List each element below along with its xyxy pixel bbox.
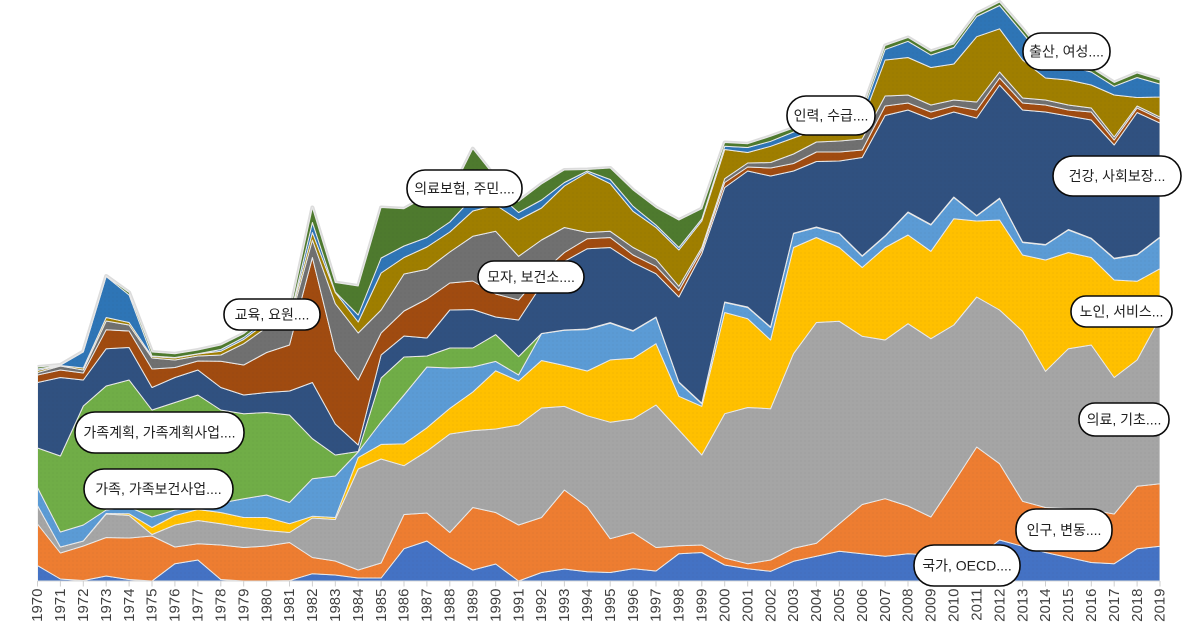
svg-text:2016: 2016 [1083, 589, 1100, 622]
svg-text:2011: 2011 [968, 589, 985, 621]
svg-text:1985: 1985 [373, 589, 390, 622]
svg-text:1994: 1994 [579, 589, 596, 622]
svg-text:2005: 2005 [831, 589, 848, 622]
svg-text:1970: 1970 [29, 589, 46, 622]
svg-text:1972: 1972 [75, 589, 92, 622]
svg-text:2017: 2017 [1106, 589, 1123, 622]
svg-text:1983: 1983 [327, 589, 344, 622]
svg-text:2000: 2000 [716, 589, 733, 622]
svg-text:건강, 사회보장...: 건강, 사회보장... [1069, 168, 1166, 184]
svg-text:1971: 1971 [52, 589, 69, 622]
svg-text:가족계획, 가족계획사업....: 가족계획, 가족계획사업.... [83, 425, 235, 441]
svg-text:1992: 1992 [533, 589, 550, 622]
svg-text:국가, OECD....: 국가, OECD.... [922, 558, 1012, 574]
svg-text:의료보험, 주민....: 의료보험, 주민.... [414, 181, 515, 197]
svg-text:1981: 1981 [281, 589, 298, 622]
svg-text:1982: 1982 [304, 589, 321, 622]
svg-text:2019: 2019 [1152, 589, 1169, 622]
svg-text:2001: 2001 [739, 589, 756, 622]
svg-text:1986: 1986 [396, 589, 413, 622]
svg-text:1996: 1996 [625, 589, 642, 622]
svg-text:2008: 2008 [900, 589, 917, 622]
svg-text:인력, 수급....: 인력, 수급.... [794, 108, 869, 124]
svg-text:1997: 1997 [648, 589, 665, 622]
svg-text:1984: 1984 [350, 589, 367, 622]
svg-text:2007: 2007 [877, 589, 894, 622]
svg-text:2006: 2006 [854, 589, 871, 622]
svg-text:1999: 1999 [694, 589, 711, 622]
svg-text:2010: 2010 [946, 589, 963, 622]
svg-text:1998: 1998 [671, 589, 688, 622]
svg-text:1978: 1978 [213, 589, 230, 622]
svg-text:1990: 1990 [487, 589, 504, 622]
svg-text:모자, 보건소....: 모자, 보건소.... [487, 269, 575, 285]
svg-text:2018: 2018 [1129, 589, 1146, 622]
svg-text:2015: 2015 [1060, 589, 1077, 622]
svg-text:1993: 1993 [556, 589, 573, 622]
svg-text:1988: 1988 [442, 589, 459, 622]
svg-text:2004: 2004 [808, 589, 825, 622]
svg-text:1979: 1979 [235, 589, 252, 622]
svg-text:1973: 1973 [98, 589, 115, 622]
svg-text:2003: 2003 [785, 589, 802, 622]
svg-text:의료, 기초....: 의료, 기초.... [1087, 412, 1162, 428]
svg-text:1974: 1974 [121, 589, 138, 622]
svg-text:2013: 2013 [1014, 589, 1031, 622]
svg-text:1980: 1980 [258, 589, 275, 622]
svg-text:출산, 여성....: 출산, 여성.... [1029, 44, 1104, 60]
svg-text:인구, 변동....: 인구, 변동.... [1027, 522, 1102, 538]
svg-text:1977: 1977 [190, 589, 207, 622]
svg-text:2002: 2002 [762, 589, 779, 622]
svg-text:1976: 1976 [167, 589, 184, 622]
svg-text:1987: 1987 [419, 589, 436, 622]
svg-text:가족, 가족보건사업....: 가족, 가족보건사업.... [95, 481, 221, 497]
svg-text:교육, 요원....: 교육, 요원.... [235, 307, 310, 323]
svg-text:1975: 1975 [144, 589, 161, 622]
svg-text:노인, 서비스...: 노인, 서비스... [1080, 304, 1164, 320]
svg-text:2009: 2009 [923, 589, 940, 622]
svg-text:2012: 2012 [991, 589, 1008, 622]
svg-text:1995: 1995 [602, 589, 619, 622]
svg-text:1991: 1991 [510, 589, 527, 622]
svg-text:1989: 1989 [465, 589, 482, 622]
svg-text:2014: 2014 [1037, 589, 1054, 622]
